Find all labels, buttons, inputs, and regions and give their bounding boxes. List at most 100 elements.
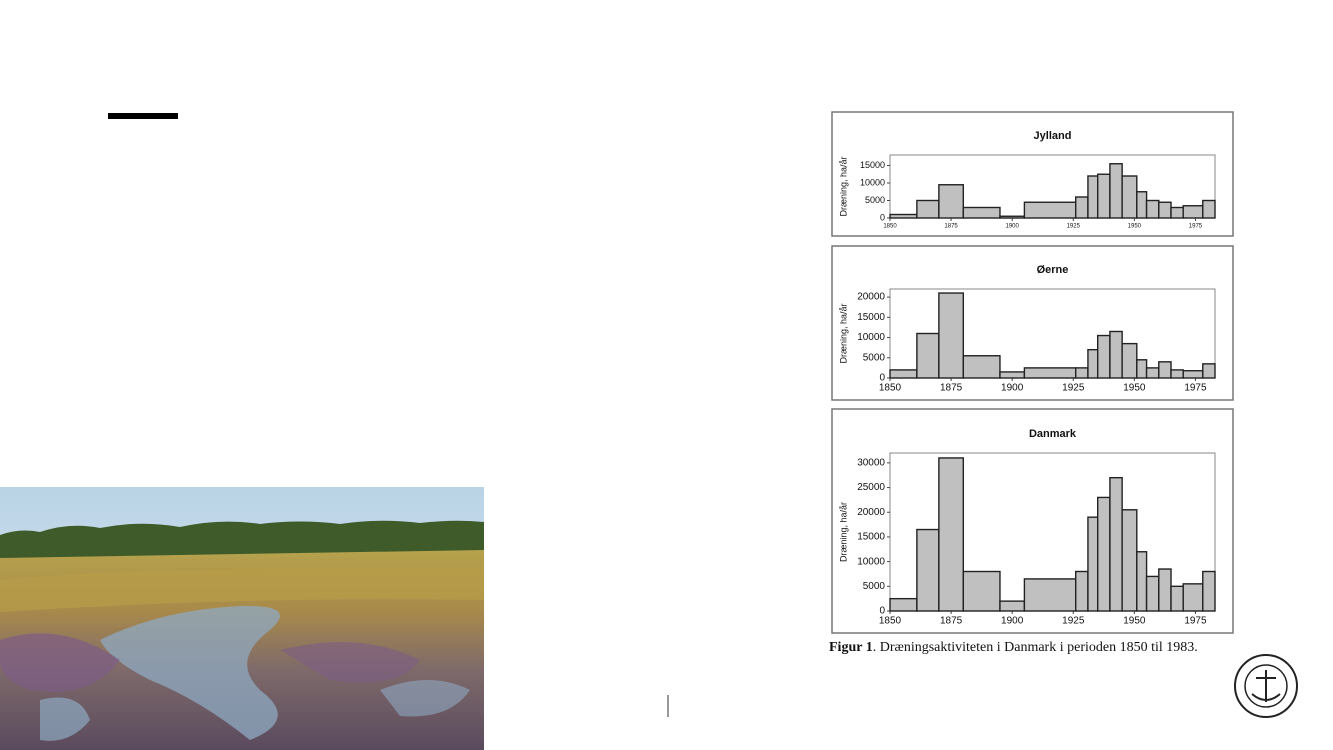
- accent-bar: [108, 113, 178, 119]
- bar: [1170, 206, 1184, 219]
- bar: [1087, 516, 1099, 612]
- y-tick-label: 10000: [857, 332, 885, 343]
- chart-title: Jylland: [1034, 130, 1072, 142]
- bar: [1202, 363, 1216, 379]
- y-tick-label: 15000: [857, 312, 885, 323]
- bar: [1121, 342, 1138, 379]
- bar: [999, 215, 1026, 219]
- bar: [962, 570, 1001, 612]
- bar: [1075, 367, 1089, 379]
- bar: [1170, 369, 1184, 379]
- chart: Øerne 0 5000 10000 15000 20000 1850 1875 1900 192…: [831, 245, 1234, 401]
- y-tick-label: 25000: [857, 482, 885, 493]
- bar: [938, 292, 965, 379]
- y-axis-label: Dræning, ha/år: [838, 156, 848, 216]
- y-tick-label: 10000: [857, 556, 885, 567]
- x-tick-label: 1925: [1067, 224, 1081, 230]
- x-tick-label: 1975: [1184, 616, 1207, 627]
- x-tick-label: 1875: [940, 616, 963, 627]
- y-tick-label: 20000: [857, 292, 885, 303]
- chart-title: Danmark: [1029, 428, 1077, 440]
- bar: [938, 184, 965, 219]
- y-tick-label: 5000: [865, 195, 885, 205]
- y-axis-label: Dræning, ha/år: [838, 303, 848, 363]
- y-tick-label: 0: [879, 606, 885, 617]
- bar: [1158, 361, 1172, 379]
- bar: [1023, 367, 1077, 379]
- bar: [1087, 175, 1099, 219]
- bar: [1158, 201, 1172, 219]
- bar: [916, 528, 940, 612]
- y-tick-label: 5000: [863, 581, 886, 592]
- bar: [1145, 367, 1160, 379]
- bar: [1121, 509, 1138, 612]
- y-tick-label: 20000: [857, 507, 885, 518]
- x-tick-label: 1850: [879, 616, 902, 627]
- bar: [1109, 476, 1123, 612]
- y-tick-label: 10000: [860, 177, 885, 187]
- bar: [1136, 551, 1148, 612]
- bar: [1202, 570, 1216, 612]
- bar: [1023, 578, 1077, 612]
- caption-label: Figur 1: [829, 640, 873, 655]
- x-tick-label: 1850: [883, 224, 897, 230]
- bar: [916, 199, 940, 219]
- bar: [1087, 348, 1099, 379]
- y-tick-label: 0: [879, 373, 885, 384]
- bar: [1097, 496, 1111, 612]
- bar: [1182, 370, 1204, 379]
- y-axis-label: Dræning, ha/år: [838, 502, 848, 562]
- x-tick-label: 1850: [879, 383, 902, 394]
- x-tick-label: 1975: [1184, 383, 1207, 394]
- caption-text: . Dræningsaktiviteten i Danmark i period…: [873, 640, 1198, 655]
- chart: Danmark 0 5000 10000 15000 20000 25000 30000 185…: [831, 408, 1234, 634]
- bar: [1075, 196, 1089, 219]
- chart: Jylland 0 5000 10000 15000 1850 1875 1900 1925 19…: [831, 111, 1234, 237]
- bar: [889, 213, 918, 219]
- bar: [1136, 359, 1148, 379]
- bar: [1097, 334, 1111, 379]
- figure-caption: Figur 1. Dræningsaktiviteten i Danmark i…: [829, 640, 1198, 655]
- bar: [1136, 191, 1148, 219]
- x-tick-label: 1950: [1123, 383, 1146, 394]
- x-tick-label: 1950: [1128, 224, 1142, 230]
- x-tick-label: 1900: [1001, 383, 1024, 394]
- bar: [1158, 568, 1172, 612]
- bar: [999, 600, 1026, 612]
- y-tick-label: 15000: [857, 532, 885, 543]
- photo: [0, 487, 484, 750]
- bar: [999, 371, 1026, 379]
- bar: [1109, 163, 1123, 219]
- y-tick-label: 30000: [857, 458, 885, 469]
- bar: [962, 206, 1001, 219]
- bar: [1145, 575, 1160, 612]
- bar: [1182, 205, 1204, 219]
- logo: [1234, 654, 1298, 718]
- bar: [889, 369, 918, 379]
- y-tick-label: 15000: [860, 160, 885, 170]
- bar: [916, 332, 940, 379]
- bar: [1075, 570, 1089, 612]
- bar: [889, 597, 918, 612]
- bar: [1121, 175, 1138, 219]
- x-tick-label: 1925: [1062, 616, 1085, 627]
- x-tick-label: 1975: [1189, 224, 1203, 230]
- x-tick-label: 1900: [1006, 224, 1020, 230]
- bar: [1145, 199, 1160, 219]
- bar: [1182, 583, 1204, 612]
- chart-title: Øerne: [1037, 264, 1069, 276]
- bar: [1170, 585, 1184, 612]
- bar: [1109, 330, 1123, 379]
- y-tick-label: 5000: [863, 352, 886, 363]
- x-tick-label: 1875: [944, 224, 958, 230]
- bar: [1023, 201, 1077, 219]
- y-tick-label: 0: [880, 212, 885, 222]
- bar: [938, 457, 965, 612]
- bar: [1202, 199, 1216, 219]
- x-tick-label: 1875: [940, 383, 963, 394]
- x-tick-label: 1925: [1062, 383, 1085, 394]
- x-tick-label: 1900: [1001, 616, 1024, 627]
- bar: [962, 355, 1001, 379]
